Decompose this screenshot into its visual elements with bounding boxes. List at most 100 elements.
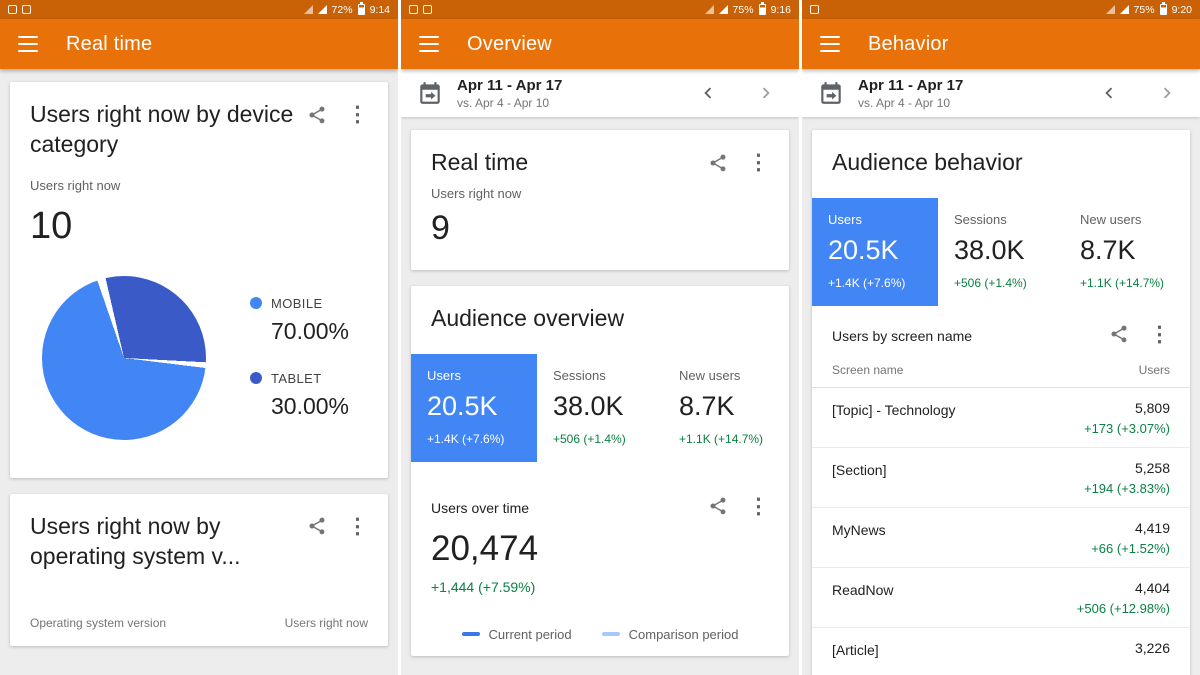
- overflow-menu-icon[interactable]: ⋮: [347, 514, 368, 538]
- notification-icons: [810, 5, 819, 14]
- tab-users[interactable]: Users 20.5K +1.4K (+7.6%): [411, 353, 537, 462]
- card-users-by-device: Users right now by device category ⋮ Use…: [10, 82, 388, 478]
- card-title: Users right now by operating system v...: [30, 512, 241, 569]
- device-pie-chart: [42, 275, 206, 440]
- table-row[interactable]: ReadNow 4,404 +506 (+12.98%): [812, 568, 1190, 628]
- table-row[interactable]: [Topic] - Technology 5,809 +173 (+3.07%): [812, 388, 1190, 448]
- card-audience-behavior: Audience behavior Users 20.5K +1.4K (+7.…: [812, 130, 1190, 675]
- share-icon[interactable]: [708, 496, 728, 516]
- comparison-period-dash-icon: [601, 632, 620, 637]
- share-icon[interactable]: [708, 153, 728, 173]
- notification-icon: [810, 5, 819, 14]
- column-header: Users right now: [284, 615, 368, 630]
- pie-chart-row: MOBILE 70.00% TABLET 30.00%: [30, 275, 368, 478]
- users-over-time-section: Users over time ⋮ 20,474 +1,444 (+7.59%): [411, 462, 789, 656]
- table-row[interactable]: [Article] 3,226: [812, 628, 1190, 675]
- legend-item-tablet: TABLET 30.00%: [250, 371, 349, 420]
- users-over-time-value: 20,474: [431, 528, 539, 568]
- chevron-left-icon[interactable]: [1098, 82, 1120, 104]
- card-users-by-os: Users right now by operating system v...…: [10, 493, 388, 646]
- date-range-bar[interactable]: Apr 11 - Apr 17 vs. Apr 4 - Apr 10: [802, 69, 1200, 117]
- legend-label: MOBILE: [271, 295, 323, 311]
- overflow-menu-icon[interactable]: ⋮: [748, 151, 769, 174]
- table-column-headers: Operating system version Users right now: [30, 616, 368, 646]
- metric-tabs: Users 20.5K +1.4K (+7.6%) Sessions 38.0K…: [411, 353, 789, 462]
- chevron-right-icon[interactable]: [1156, 82, 1178, 104]
- metric-label: Users right now: [431, 185, 522, 201]
- battery-percent: 75%: [1133, 3, 1155, 16]
- chevron-right-icon[interactable]: [755, 82, 777, 104]
- notification-icons: [8, 5, 31, 14]
- metric-label: Users right now: [30, 177, 121, 193]
- table-column-headers: Screen name Users: [812, 345, 1190, 388]
- legend-value: 30.00%: [271, 392, 350, 419]
- date-range-bar[interactable]: Apr 11 - Apr 17 vs. Apr 4 - Apr 10: [401, 69, 799, 117]
- tablet-bullet-icon: [250, 372, 262, 385]
- card-audience-overview: Audience overview Users 20.5K +1.4K (+7.…: [411, 285, 789, 656]
- tab-sessions[interactable]: Sessions 38.0K +506 (+1.4%): [954, 211, 1027, 290]
- section-title: Users by screen name: [832, 327, 973, 344]
- date-range-primary: Apr 11 - Apr 17: [457, 76, 563, 94]
- card-title: Real time: [431, 149, 529, 175]
- tab-sessions[interactable]: Sessions 38.0K +506 (+1.4%): [553, 367, 626, 446]
- column-header: Operating system version: [30, 615, 167, 630]
- legend-label: TABLET: [271, 370, 322, 386]
- users-by-screen-name-header: Users by screen name ⋮: [812, 306, 1190, 345]
- menu-icon[interactable]: [18, 35, 38, 53]
- signal-icon: [1119, 5, 1129, 14]
- content-area: Real time ⋮ Users right now 9 Audience o…: [401, 117, 799, 675]
- date-range-calendar-icon: [417, 80, 443, 106]
- column-header: Users: [1138, 362, 1170, 377]
- overflow-menu-icon[interactable]: ⋮: [1149, 322, 1170, 346]
- status-indicators: 75% 9:16: [704, 2, 791, 16]
- table-row[interactable]: [Section] 5,258 +194 (+3.83%): [812, 448, 1190, 508]
- battery-icon: [1159, 2, 1167, 15]
- page-title: Behavior: [868, 32, 949, 55]
- notification-icon: [409, 5, 418, 14]
- battery-icon: [758, 2, 766, 15]
- status-bar: 75% 9:20: [802, 0, 1200, 19]
- battery-icon: [357, 2, 365, 15]
- metric-value: 10: [30, 204, 73, 247]
- date-range-comparison: vs. Apr 4 - Apr 10: [858, 95, 951, 110]
- tab-new-users[interactable]: New users 8.7K +1.1K (+14.7%): [679, 367, 764, 446]
- signal-icon: [317, 5, 327, 14]
- overflow-menu-icon[interactable]: ⋮: [347, 103, 368, 126]
- page-title: Overview: [467, 32, 552, 55]
- tab-new-users[interactable]: New users 8.7K +1.1K (+14.7%): [1080, 211, 1165, 290]
- content-area: Users right now by device category ⋮ Use…: [0, 69, 398, 675]
- share-icon[interactable]: [307, 516, 327, 536]
- clock: 9:16: [770, 3, 791, 16]
- table-row[interactable]: MyNews 4,419 +66 (+1.52%): [812, 508, 1190, 568]
- legend-comparison-period: Comparison period: [601, 627, 738, 642]
- tab-users[interactable]: Users 20.5K +1.4K (+7.6%): [812, 197, 938, 306]
- date-range-comparison: vs. Apr 4 - Apr 10: [457, 95, 550, 110]
- clock: 9:20: [1171, 3, 1192, 16]
- notification-icon: [8, 5, 17, 14]
- status-indicators: 72% 9:14: [303, 2, 390, 16]
- app-bar: Behavior: [802, 19, 1200, 69]
- share-icon[interactable]: [1109, 324, 1129, 344]
- date-range-text: Apr 11 - Apr 17 vs. Apr 4 - Apr 10: [457, 77, 562, 110]
- legend-current-period: Current period: [461, 627, 572, 642]
- legend-item-mobile: MOBILE 70.00%: [250, 296, 349, 345]
- menu-icon[interactable]: [820, 35, 840, 53]
- overflow-menu-icon[interactable]: ⋮: [748, 494, 769, 518]
- share-icon[interactable]: [307, 105, 327, 125]
- wifi-icon: [1105, 5, 1115, 14]
- card-real-time: Real time ⋮ Users right now 9: [411, 130, 789, 270]
- legend-value: 70.00%: [271, 317, 350, 344]
- phone-behavior: 75% 9:20 Behavior Apr 11 - Apr 17 vs. Ap…: [802, 0, 1200, 675]
- date-range-primary: Apr 11 - Apr 17: [858, 76, 964, 94]
- chevron-left-icon[interactable]: [697, 82, 719, 104]
- status-bar: 72% 9:14: [0, 0, 398, 19]
- wifi-icon: [303, 5, 313, 14]
- content-area: Audience behavior Users 20.5K +1.4K (+7.…: [802, 117, 1200, 675]
- metric-tabs: Users 20.5K +1.4K (+7.6%) Sessions 38.0K…: [812, 197, 1190, 306]
- date-range-text: Apr 11 - Apr 17 vs. Apr 4 - Apr 10: [858, 77, 963, 110]
- card-title: Audience overview: [431, 304, 625, 331]
- menu-icon[interactable]: [419, 35, 439, 53]
- notification-icon: [423, 5, 432, 14]
- battery-percent: 75%: [732, 3, 754, 16]
